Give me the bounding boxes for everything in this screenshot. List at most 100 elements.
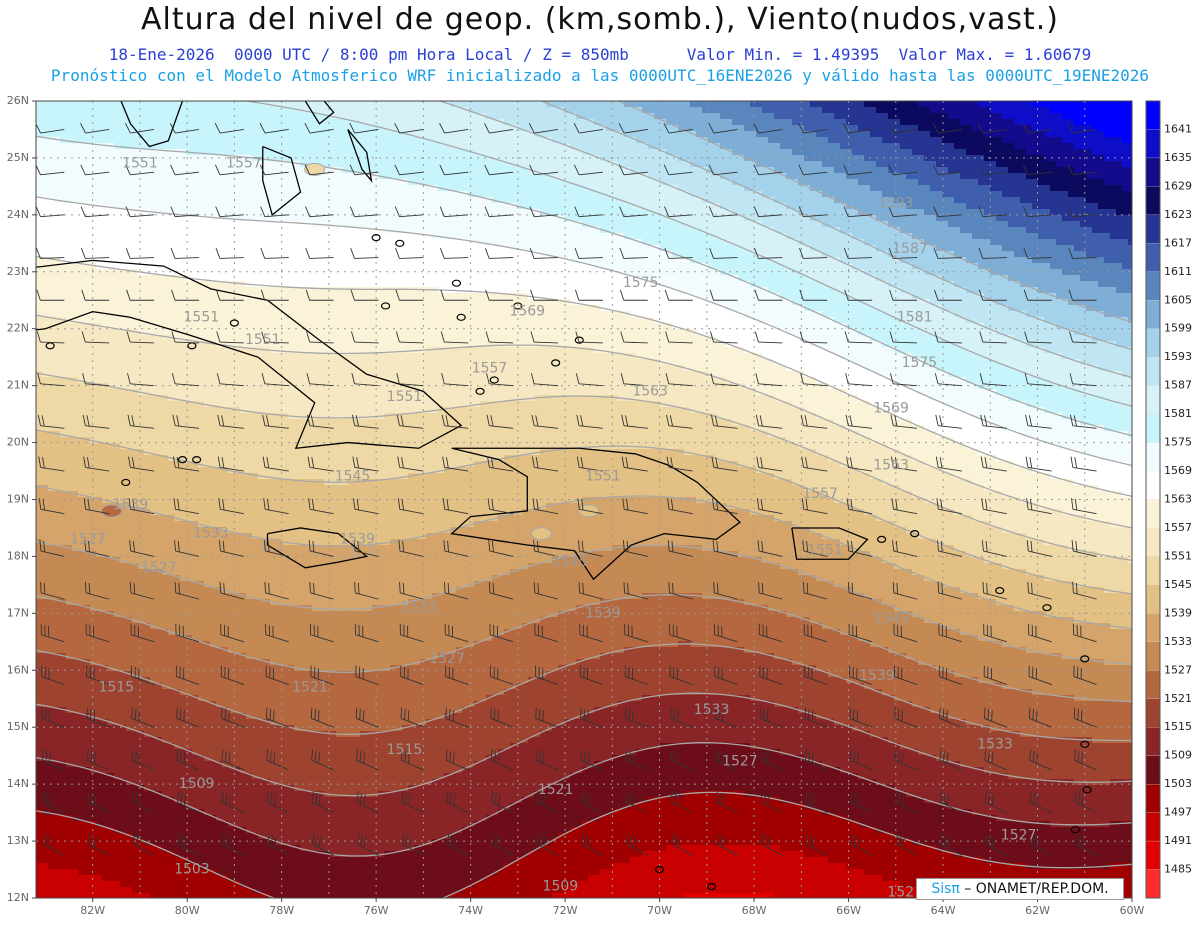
shade-cell [924, 197, 931, 204]
shade-cell [198, 125, 205, 132]
shade-cell [54, 191, 61, 198]
shade-cell [210, 179, 217, 186]
shade-cell [468, 101, 475, 108]
shade-cell [72, 221, 79, 228]
shade-cell [750, 107, 757, 114]
shade-cell [198, 221, 205, 228]
shade-cell [786, 131, 793, 138]
shade-cell [108, 173, 115, 180]
shade-cell [822, 107, 829, 114]
shade-cell [222, 125, 229, 132]
shade-cell [1056, 239, 1063, 246]
shade-cell [1038, 173, 1045, 180]
shade-cell [450, 233, 457, 240]
shade-cell [54, 263, 61, 270]
shade-cell [36, 257, 43, 264]
shade-cell [78, 179, 85, 186]
shade-cell [954, 107, 961, 114]
shade-cell [144, 179, 151, 186]
shade-cell [1098, 227, 1105, 234]
shade-cell [354, 143, 361, 150]
shade-cell [1062, 197, 1069, 204]
shade-cell [540, 185, 547, 192]
shade-cell [630, 107, 637, 114]
shade-cell [402, 257, 409, 264]
shade-cell [912, 101, 919, 108]
shade-cell [678, 173, 685, 180]
shade-cell [534, 245, 541, 252]
shade-cell [636, 119, 643, 126]
shade-cell [282, 185, 289, 192]
shade-cell [846, 119, 853, 126]
shade-cell [282, 263, 289, 270]
shade-cell [168, 203, 175, 210]
shade-cell [1020, 131, 1027, 138]
shade-cell [516, 173, 523, 180]
shade-cell [1116, 203, 1123, 210]
shade-cell [486, 197, 493, 204]
shade-cell [648, 215, 655, 222]
shade-cell [822, 239, 829, 246]
shade-cell [102, 263, 109, 270]
shade-cell [66, 233, 73, 240]
shade-cell [654, 257, 661, 264]
shade-cell [216, 233, 223, 240]
shade-cell [270, 257, 277, 264]
shade-cell [498, 257, 505, 264]
shade-cell [936, 209, 943, 216]
shade-cell [504, 143, 511, 150]
shade-cell [744, 149, 751, 156]
shade-cell [78, 197, 85, 204]
shade-cell [816, 221, 823, 228]
shade-cell [852, 239, 859, 246]
shade-cell [690, 233, 697, 240]
shade-cell [84, 257, 91, 264]
shade-cell [264, 191, 271, 198]
shade-cell [498, 107, 505, 114]
shade-cell [1110, 173, 1117, 180]
shade-cell [594, 191, 601, 198]
shade-cell [660, 119, 667, 126]
shade-cell [876, 161, 883, 168]
shade-cell [984, 125, 991, 132]
shade-cell [84, 113, 91, 120]
shade-cell [570, 167, 577, 174]
shade-cell [192, 191, 199, 198]
shade-cell [564, 161, 571, 168]
shade-cell [150, 263, 157, 270]
shade-cell [738, 167, 745, 174]
shade-cell [564, 191, 571, 198]
shade-cell [672, 167, 679, 174]
shade-cell [456, 215, 463, 222]
shade-cell [582, 131, 589, 138]
shade-cell [978, 233, 985, 240]
shade-cell [1098, 209, 1105, 216]
shade-cell [936, 179, 943, 186]
shade-cell [1122, 113, 1129, 120]
shade-cell [492, 131, 499, 138]
shade-cell [186, 161, 193, 168]
shade-cell [144, 251, 151, 258]
shade-cell [150, 221, 157, 228]
shade-cell [216, 149, 223, 156]
shade-cell [600, 215, 607, 222]
shade-cell [66, 155, 73, 162]
shade-cell [150, 149, 157, 156]
shade-cell [666, 227, 673, 234]
shade-cell [900, 203, 907, 210]
shade-cell [438, 119, 445, 126]
shade-cell [108, 179, 115, 186]
shade-cell [36, 245, 43, 252]
shade-cell [294, 161, 301, 168]
shade-cell [1074, 173, 1081, 180]
shade-cell [78, 155, 85, 162]
shade-cell [324, 167, 331, 174]
shade-cell [828, 143, 835, 150]
shade-cell [528, 197, 535, 204]
shade-cell [396, 113, 403, 120]
shade-cell [1092, 149, 1099, 156]
shade-cell [114, 137, 121, 144]
shade-cell [132, 203, 139, 210]
shade-cell [648, 197, 655, 204]
shade-cell [1086, 119, 1093, 126]
